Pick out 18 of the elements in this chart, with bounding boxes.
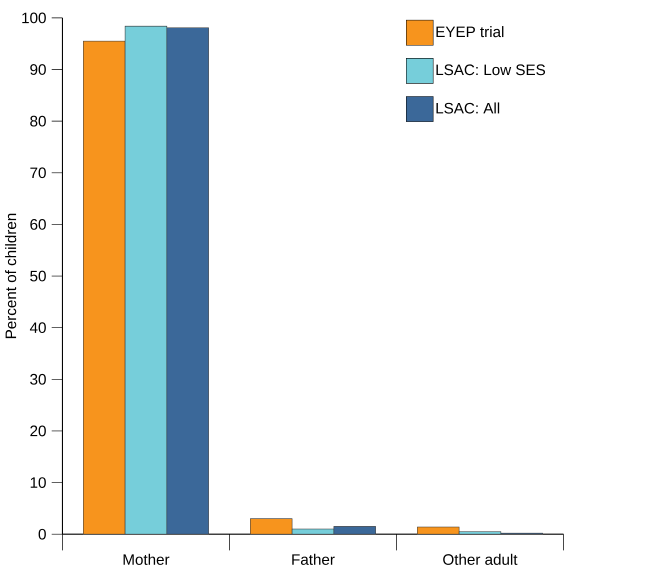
y-tick-label: 90 xyxy=(30,64,46,76)
y-tick-label: 50 xyxy=(30,270,46,282)
y-tick-label: 80 xyxy=(30,116,46,127)
y-tick-label: 0 xyxy=(38,528,46,540)
y-tick-label: 30 xyxy=(30,374,46,385)
y-tick-label: 10 xyxy=(30,477,46,488)
legend-label: EYEP trial xyxy=(436,26,504,38)
legend-label: LSAC: All xyxy=(436,102,500,114)
x-tick-label: Other adult xyxy=(443,554,518,566)
y-tick-label: 60 xyxy=(30,219,46,230)
y-tick-label: 20 xyxy=(30,426,46,436)
y-tick-label: 100 xyxy=(22,12,46,24)
y-tick-label: 70 xyxy=(30,168,46,178)
legend-label: LSAC: Low SES xyxy=(436,64,546,76)
y-tick-label: 40 xyxy=(30,322,46,334)
x-tick-label: Mother xyxy=(124,554,170,566)
x-tick-label: Father xyxy=(292,554,335,566)
y-axis-title: Percent of children xyxy=(5,214,16,338)
